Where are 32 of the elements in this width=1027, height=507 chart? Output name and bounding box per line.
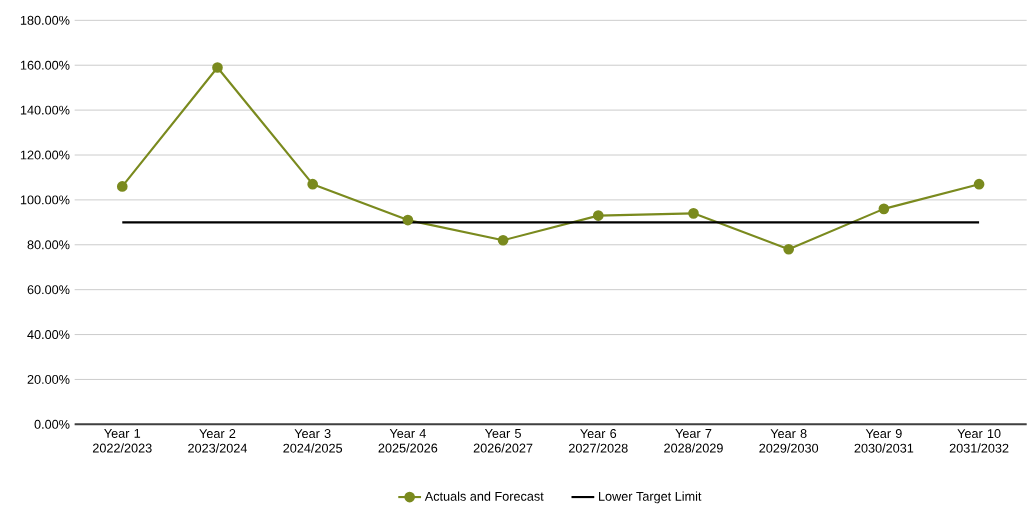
y-tick-label: 60.00% (27, 285, 70, 295)
point (116, 181, 128, 192)
x-tick-label: Year 8 2029/2030 (759, 429, 819, 453)
legend-label: Lower Target Limit (599, 491, 702, 504)
x-tick-label: Year 10 2031/2032 (949, 429, 1009, 453)
y-tick-label: 0.00% (34, 419, 70, 429)
x-tick-label: Year 5 2026/2027 (473, 429, 533, 453)
x-tick-label: Year 3 2024/2025 (283, 429, 343, 453)
y-tick-label: 40.00% (27, 330, 70, 340)
x-tick-label: Year 7 2028/2029 (664, 429, 723, 453)
x-tick-label: Year 4 2025/2026 (378, 429, 438, 453)
y-tick-label: 80.00% (27, 240, 70, 250)
point (212, 62, 223, 73)
y-tick-label: 120.00% (20, 150, 70, 160)
point (878, 203, 890, 215)
y-tick-label: 140.00% (20, 105, 70, 115)
x-tick-label: Year 2 2023/2024 (188, 429, 248, 453)
point (307, 178, 319, 190)
x-tick-label: Year 1 2022/2023 (92, 429, 152, 453)
legend-label: Actuals and Forecast (424, 491, 544, 501)
point (973, 178, 985, 190)
x-tick-label: Year 6 2027/2028 (568, 429, 628, 453)
y-tick-label: 100.00% (20, 195, 70, 205)
point (497, 234, 509, 246)
point (402, 214, 414, 226)
point (592, 210, 604, 221)
point (783, 243, 795, 255)
y-tick-label: 160.00% (20, 60, 70, 70)
y-tick-label: 20.00% (27, 374, 70, 384)
x-tick-label: Year 9 2030/2031 (854, 429, 914, 453)
point (688, 208, 699, 219)
y-tick-label: 180.00% (20, 15, 70, 25)
